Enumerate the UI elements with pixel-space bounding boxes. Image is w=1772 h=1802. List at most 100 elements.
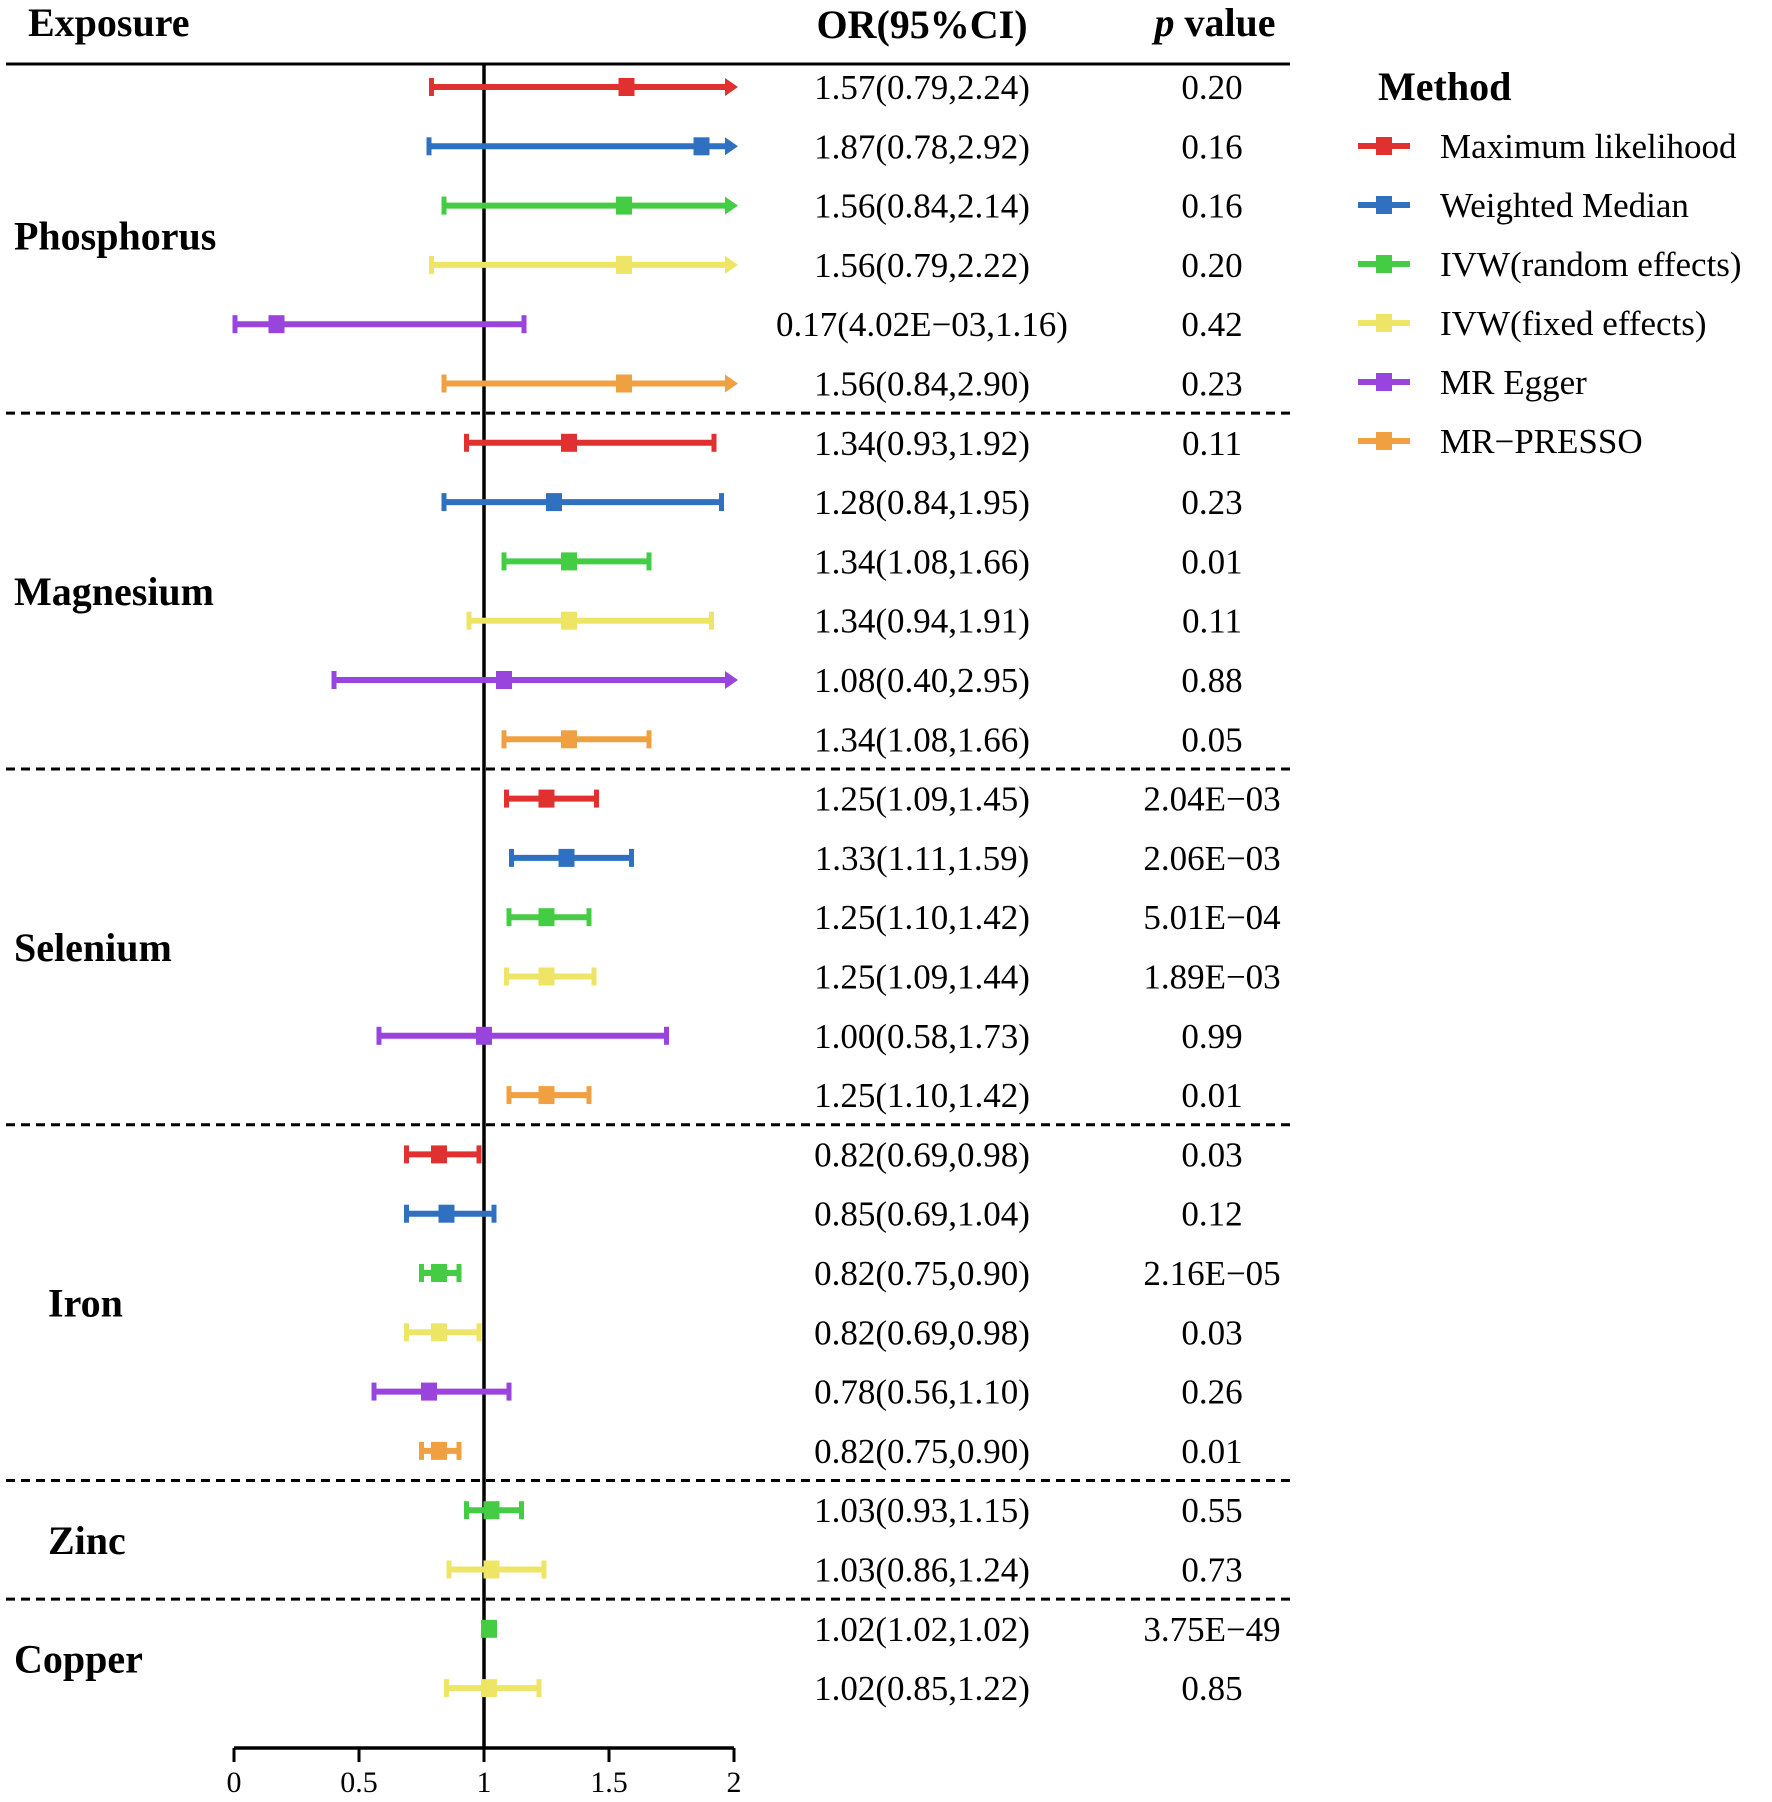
p-value: 0.05: [1181, 720, 1242, 759]
point-estimate: [618, 78, 635, 96]
p-value: 2.04E−03: [1143, 780, 1280, 819]
or-ci-value: 1.33(1.11,1.59): [815, 839, 1030, 878]
p-value: 0.20: [1181, 68, 1242, 107]
p-value: 5.01E−04: [1143, 898, 1280, 937]
forest-row: 0.85(0.69,1.04) 0.12: [404, 1195, 1243, 1234]
point-estimate: [438, 1204, 455, 1223]
or-ci-value: 1.25(1.09,1.44): [814, 958, 1030, 997]
legend-item: Maximum likelihood: [1358, 127, 1737, 166]
point-estimate: [481, 1679, 497, 1698]
p-value: 0.20: [1181, 246, 1242, 285]
legend-label: Weighted Median: [1440, 186, 1689, 225]
point-estimate: [616, 196, 632, 215]
forest-row: 1.25(1.09,1.45) 2.04E−03: [504, 780, 1281, 819]
forest-rows: 1.57(0.79,2.24) 0.20 1.87(0.78,2.92) 0.16 1.…: [232, 68, 1281, 1708]
or-ci-value: 0.17(4.02E−03,1.16): [776, 305, 1068, 344]
legend-label: MR Egger: [1440, 363, 1587, 402]
legend-swatch-marker: [1376, 137, 1392, 155]
legend-swatch-marker: [1376, 432, 1392, 450]
legend-swatch-marker: [1376, 196, 1392, 214]
p-value: 0.11: [1182, 602, 1242, 641]
forest-row: 1.08(0.40,2.95) 0.88: [331, 661, 1243, 700]
or-ci-value: 1.25(1.09,1.45): [814, 780, 1030, 819]
forest-row: 0.82(0.75,0.90) 2.16E−05: [419, 1254, 1281, 1293]
legend-items: Maximum likelihood Weighted Median IVW(ran…: [1358, 127, 1742, 461]
ci-arrow-head: [725, 78, 738, 96]
legend-label: MR−PRESSO: [1440, 422, 1643, 461]
legend-label: IVW(fixed effects): [1440, 304, 1707, 343]
x-tick-label: 1.5: [590, 1766, 628, 1799]
group-labels: Phosphorus Magnesium Selenium Iron Zinc Coppe…: [14, 213, 216, 1681]
or-ci-value: 1.57(0.79,2.24): [814, 68, 1030, 107]
point-estimate: [481, 1619, 497, 1638]
p-value: 0.23: [1181, 365, 1242, 404]
point-estimate: [483, 1560, 500, 1579]
group-label: Selenium: [14, 925, 172, 970]
group-dividers: [6, 411, 1290, 1601]
p-value: 0.01: [1181, 542, 1242, 581]
header-exposure: Exposure: [28, 0, 190, 45]
point-estimate: [693, 137, 710, 156]
forest-row: 1.25(1.10,1.42) 5.01E−04: [506, 898, 1281, 937]
forest-row: 0.82(0.69,0.98) 0.03: [404, 1313, 1243, 1352]
legend: Method Maximum likelihood Weighted Median…: [1358, 64, 1742, 461]
forest-row: 1.87(0.78,2.92) 0.16: [426, 127, 1243, 166]
point-estimate: [421, 1382, 437, 1401]
forest-row: 1.00(0.58,1.73) 0.99: [376, 1017, 1243, 1056]
legend-item: MR Egger: [1358, 363, 1587, 402]
p-value: 0.99: [1181, 1017, 1242, 1056]
p-value: 0.03: [1181, 1135, 1242, 1174]
legend-label: Maximum likelihood: [1440, 127, 1737, 166]
forest-row: 1.02(0.85,1.22) 0.85: [444, 1669, 1243, 1708]
group-label: Zinc: [48, 1518, 126, 1563]
point-estimate: [268, 315, 285, 334]
p-value: 0.85: [1181, 1669, 1242, 1708]
legend-item: IVW(fixed effects): [1358, 304, 1707, 343]
or-ci-value: 1.25(1.10,1.42): [814, 898, 1030, 937]
legend-swatch-marker: [1376, 373, 1392, 391]
or-ci-value: 0.82(0.69,0.98): [814, 1135, 1030, 1174]
forest-row: 1.34(0.93,1.92) 0.11: [464, 424, 1242, 463]
point-estimate: [546, 493, 562, 512]
p-value: 0.42: [1181, 305, 1242, 344]
legend-item: Weighted Median: [1358, 186, 1689, 225]
p-value: 0.73: [1181, 1551, 1242, 1590]
forest-row: 0.17(4.02E−03,1.16) 0.42: [232, 305, 1243, 344]
point-estimate: [431, 1264, 447, 1282]
forest-row: 1.02(1.02,1.02) 3.75E−49: [481, 1610, 1281, 1649]
point-estimate: [483, 1501, 500, 1520]
p-value: 0.11: [1182, 424, 1242, 463]
point-estimate: [538, 1086, 555, 1105]
point-estimate: [561, 433, 577, 452]
forest-row: 1.56(0.84,2.90) 0.23: [441, 365, 1243, 404]
point-estimate: [561, 730, 577, 749]
x-tick-label: 0.5: [340, 1766, 378, 1799]
forest-row: 0.82(0.75,0.90) 0.01: [419, 1432, 1243, 1471]
point-estimate: [431, 1323, 447, 1342]
legend-swatch-marker: [1376, 255, 1392, 273]
forest-row: 1.57(0.79,2.24) 0.20: [429, 68, 1243, 107]
group-label: Magnesium: [14, 569, 214, 614]
or-ci-value: 1.34(1.08,1.66): [814, 720, 1030, 759]
point-estimate: [616, 255, 632, 274]
point-estimate: [476, 1026, 492, 1045]
or-ci-value: 1.34(0.94,1.91): [814, 602, 1030, 641]
forest-row: 1.03(0.86,1.24) 0.73: [446, 1551, 1243, 1590]
or-ci-value: 1.28(0.84,1.95): [814, 483, 1030, 522]
p-value: 1.89E−03: [1143, 958, 1280, 997]
forest-row: 1.03(0.93,1.15) 0.55: [464, 1491, 1243, 1530]
legend-title: Method: [1378, 64, 1511, 109]
forest-row: 1.25(1.10,1.42) 0.01: [506, 1076, 1243, 1115]
point-estimate: [431, 1145, 447, 1164]
p-value: 2.06E−03: [1143, 839, 1280, 878]
or-ci-value: 1.25(1.10,1.42): [814, 1076, 1030, 1115]
point-estimate: [538, 789, 555, 808]
ci-arrow-head: [725, 671, 738, 689]
header-p-rest: value: [1174, 0, 1275, 45]
header-p-value: p value: [1151, 0, 1275, 45]
legend-label: IVW(random effects): [1440, 245, 1742, 284]
p-value: 0.03: [1181, 1313, 1242, 1352]
point-estimate: [496, 671, 512, 689]
x-axis: 0 0.5 1 1.5 2: [227, 1746, 742, 1799]
